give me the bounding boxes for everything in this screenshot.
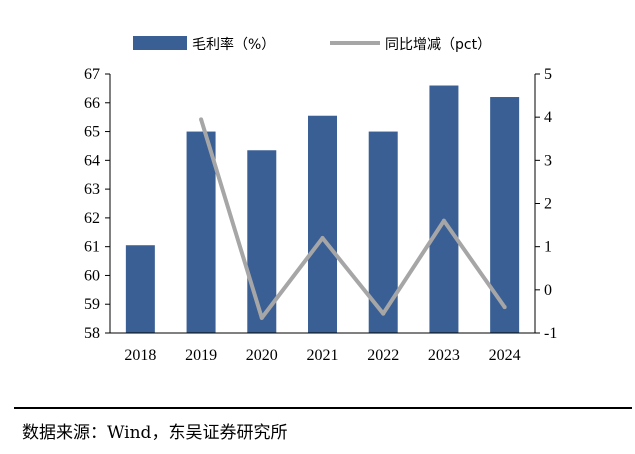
left-tick-label: 59 xyxy=(84,296,100,313)
right-tick-label: 0 xyxy=(544,282,552,299)
right-tick-label: 1 xyxy=(544,239,552,256)
legend-bar-swatch xyxy=(133,36,187,50)
left-tick-label: 61 xyxy=(84,239,100,256)
line-point-2021 xyxy=(320,236,325,241)
left-tick-label: 64 xyxy=(84,152,100,169)
left-tick-label: 65 xyxy=(84,124,100,141)
left-tick-label: 63 xyxy=(84,181,100,198)
chart-svg: 58 59 60 61 62 63 64 65 66 67 -1 0 1 2 3 4 5 2018 2019 2020… xyxy=(84,36,557,364)
line-point-2020 xyxy=(259,315,264,320)
left-tick-label: 58 xyxy=(84,325,100,342)
right-tick-label: 3 xyxy=(544,152,552,169)
line-point-2022 xyxy=(381,311,386,316)
x-tick-label: 2024 xyxy=(489,347,521,364)
right-tick-label: -1 xyxy=(544,325,557,342)
right-tick-label: 4 xyxy=(544,109,552,126)
legend-bar-label: 毛利率（%） xyxy=(192,36,275,53)
line-series-yoy xyxy=(199,118,507,320)
right-tick-label: 2 xyxy=(544,196,552,213)
left-tick-label: 67 xyxy=(84,66,100,83)
left-tick-label: 66 xyxy=(84,95,100,112)
x-tick-label: 2020 xyxy=(246,347,278,364)
left-tick-label: 60 xyxy=(84,267,100,284)
left-tick-label: 62 xyxy=(84,210,100,227)
x-tick-label: 2023 xyxy=(428,347,460,364)
line-point-2024 xyxy=(502,305,507,310)
x-tick-label: 2021 xyxy=(307,347,339,364)
legend-line-label: 同比增减（pct） xyxy=(385,37,491,53)
x-tick-label: 2022 xyxy=(367,347,399,364)
bar-2018 xyxy=(125,245,155,333)
bar-2021 xyxy=(308,115,337,333)
right-tick-label: 5 xyxy=(544,66,552,83)
bar-2024 xyxy=(490,97,520,334)
x-tick-label: 2018 xyxy=(124,347,156,364)
line-point-2023 xyxy=(441,218,446,223)
source-note: 数据来源：Wind，东吴证券研究所 xyxy=(22,423,288,443)
bar-2019 xyxy=(186,131,216,333)
line-point-2019 xyxy=(199,117,204,122)
divider xyxy=(14,407,632,409)
bar-2023 xyxy=(429,85,459,333)
x-tick-label: 2019 xyxy=(185,347,217,364)
